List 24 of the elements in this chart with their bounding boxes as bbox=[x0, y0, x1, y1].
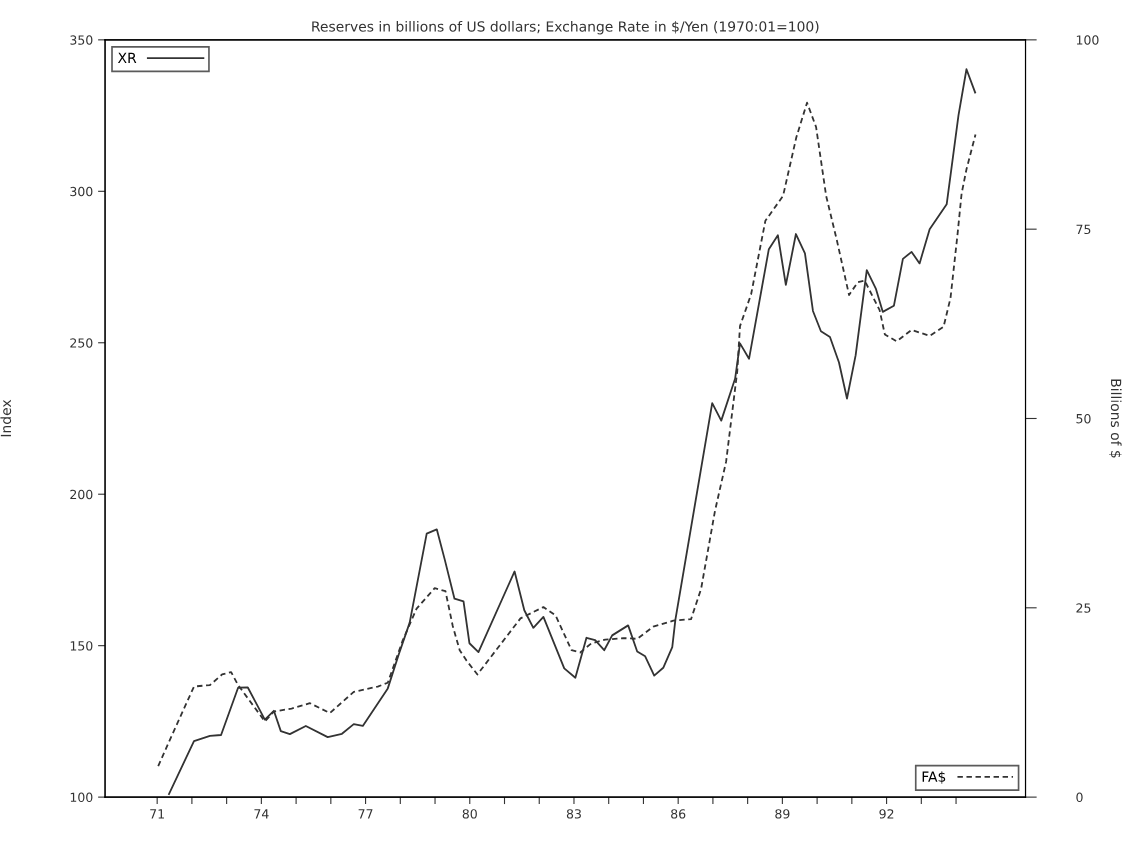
y-tick-label: 300 bbox=[70, 186, 93, 197]
x-tick-label: 80 bbox=[462, 809, 477, 819]
y-tick-label: 250 bbox=[70, 338, 93, 348]
y2-axis-title: Billions of $ bbox=[1109, 379, 1122, 458]
x-tick-label: 86 bbox=[671, 809, 686, 819]
y-tick-label: 350 bbox=[70, 35, 93, 45]
y-tick-label: 200 bbox=[70, 489, 93, 500]
legend-label: XR bbox=[117, 52, 137, 63]
x-tick-label: 71 bbox=[150, 809, 164, 819]
x-tick-label: 77 bbox=[358, 809, 373, 819]
y2-tick-label: 75 bbox=[1076, 224, 1091, 235]
x-tick-label: 89 bbox=[775, 809, 790, 819]
x-tick-label: 92 bbox=[879, 809, 894, 819]
y-tick-label: 150 bbox=[70, 641, 93, 651]
x-tick-label: 83 bbox=[566, 809, 581, 819]
y2-tick-label: 25 bbox=[1076, 603, 1091, 613]
y-tick-label: 100 bbox=[70, 792, 93, 803]
y-axis-title: Index bbox=[0, 399, 12, 437]
y2-tick-label: 50 bbox=[1076, 413, 1091, 424]
y2-tick-label: 0 bbox=[1076, 792, 1083, 803]
chart-title: Reserves in billions of US dollars; Exchange Rate in $/Yen (1970:01=100) bbox=[312, 20, 819, 35]
legend-label: FA$ bbox=[922, 771, 946, 784]
x-tick-label: 74 bbox=[254, 809, 269, 819]
y2-tick-label: 100 bbox=[1076, 35, 1099, 45]
